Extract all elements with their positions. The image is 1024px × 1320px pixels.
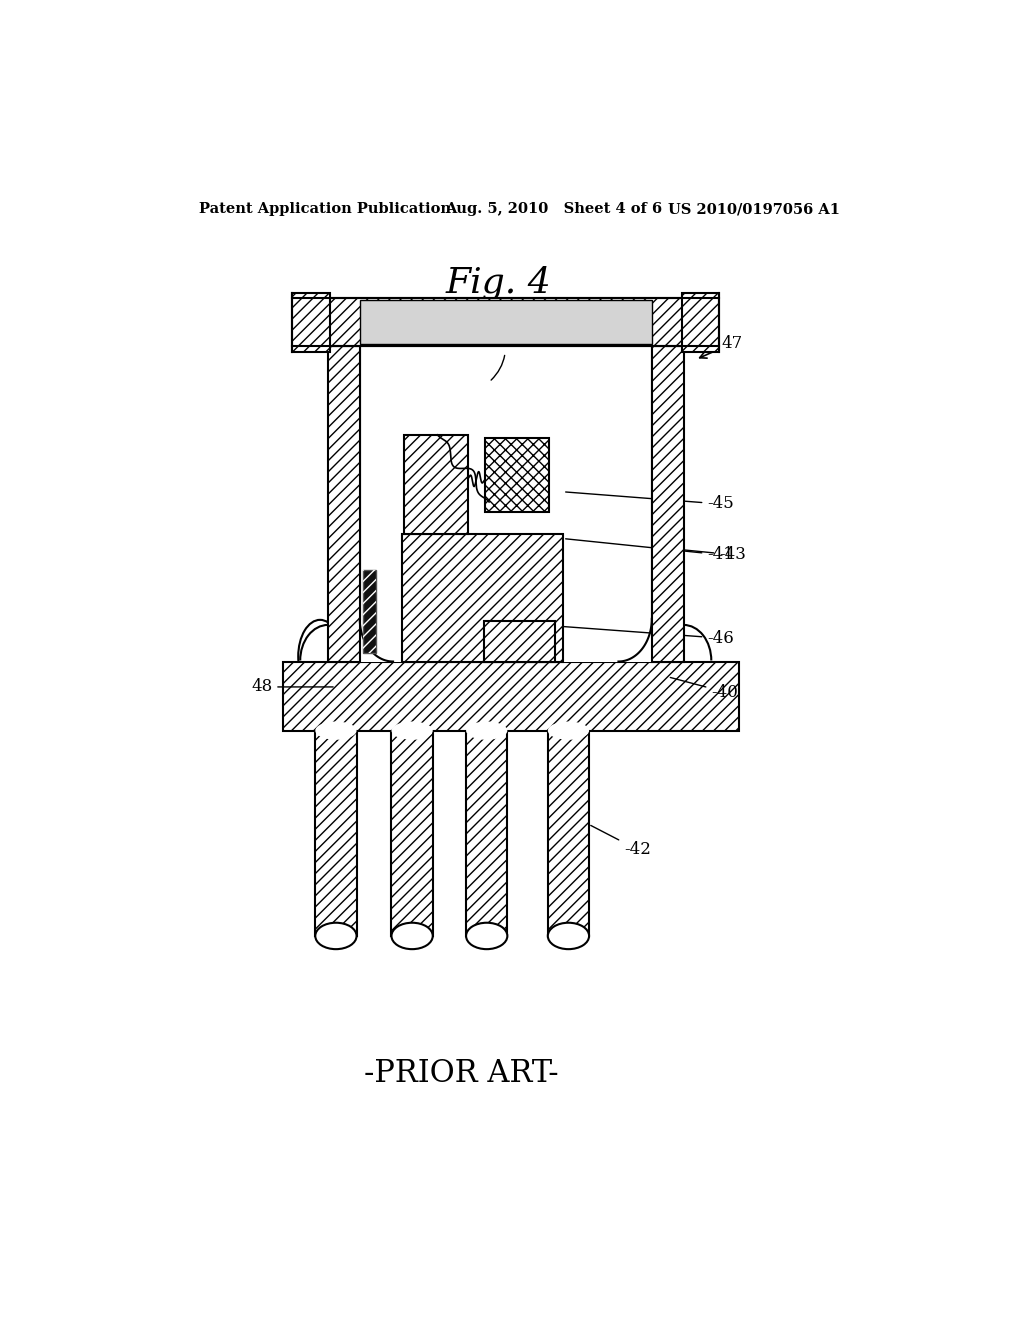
Ellipse shape: [315, 923, 356, 949]
Ellipse shape: [548, 923, 589, 949]
Text: 48: 48: [251, 678, 333, 696]
Wedge shape: [618, 619, 651, 661]
Bar: [404, 434, 468, 535]
Text: Aug. 5, 2010   Sheet 4 of 6: Aug. 5, 2010 Sheet 4 of 6: [445, 202, 663, 216]
Ellipse shape: [391, 722, 433, 739]
Bar: [466, 731, 507, 936]
Bar: [292, 293, 330, 351]
Text: -45: -45: [565, 492, 734, 512]
Text: -46: -46: [558, 626, 734, 647]
Bar: [362, 570, 376, 653]
Wedge shape: [359, 619, 393, 661]
Bar: [401, 535, 563, 661]
Text: -40: -40: [671, 677, 738, 701]
Bar: [548, 731, 589, 936]
Ellipse shape: [466, 722, 507, 739]
Text: Fig. 4: Fig. 4: [445, 265, 551, 300]
Text: US 2010/0197056 A1: US 2010/0197056 A1: [668, 202, 840, 216]
Bar: [483, 620, 555, 661]
Bar: [359, 346, 651, 661]
Bar: [283, 661, 739, 731]
Ellipse shape: [391, 923, 433, 949]
Bar: [315, 731, 356, 936]
Bar: [651, 346, 684, 661]
Bar: [485, 438, 549, 512]
Ellipse shape: [315, 722, 356, 739]
Text: -PRIOR ART-: -PRIOR ART-: [364, 1057, 559, 1089]
Ellipse shape: [466, 923, 507, 949]
Text: -42: -42: [591, 825, 651, 858]
Bar: [328, 346, 359, 661]
Text: Patent Application Publication: Patent Application Publication: [200, 202, 452, 216]
Bar: [682, 293, 719, 351]
Bar: [328, 297, 684, 346]
Text: -41: -41: [565, 539, 734, 564]
Ellipse shape: [298, 620, 342, 693]
Ellipse shape: [548, 722, 589, 739]
Text: -43: -43: [685, 546, 746, 564]
Bar: [391, 731, 433, 936]
Bar: [359, 300, 651, 345]
Text: 44: 44: [492, 333, 516, 380]
Text: 47: 47: [699, 335, 742, 358]
Bar: [362, 570, 376, 653]
